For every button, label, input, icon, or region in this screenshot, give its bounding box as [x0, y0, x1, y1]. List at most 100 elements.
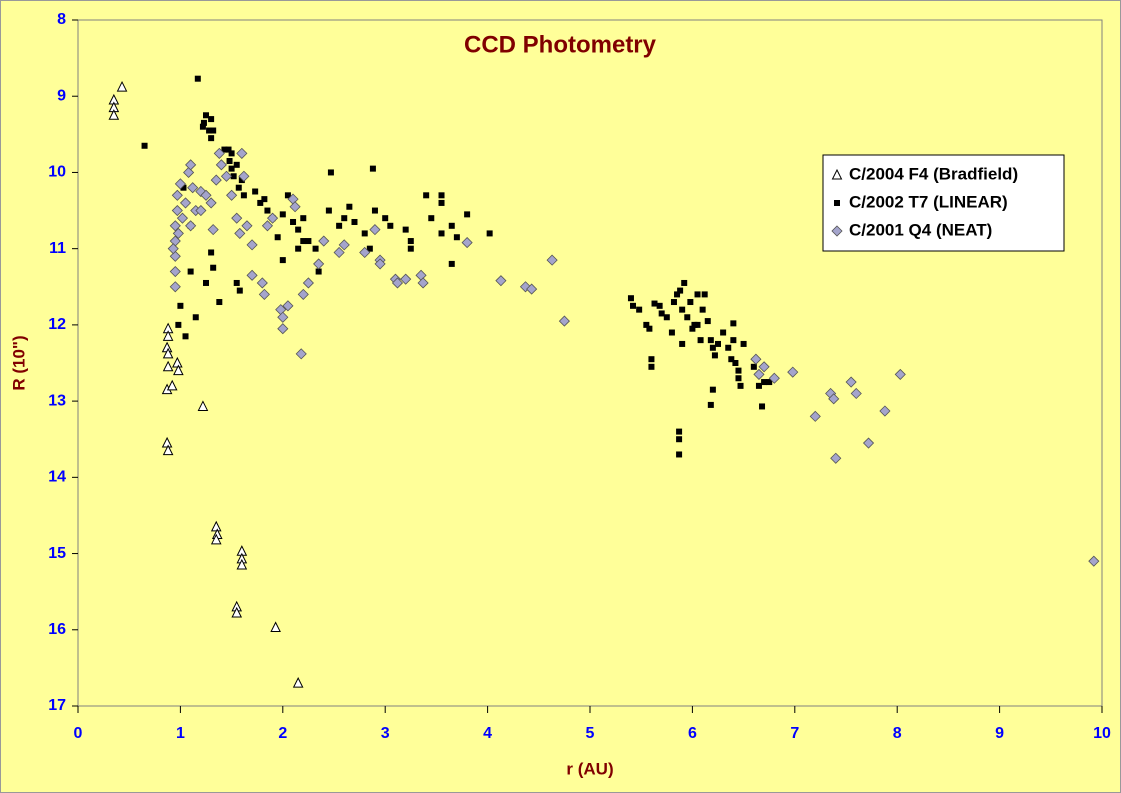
square-point: [228, 150, 235, 157]
diamond-point: [831, 225, 843, 237]
square-point: [225, 146, 232, 153]
diamond-point: [546, 254, 558, 266]
square-point: [312, 245, 319, 252]
square-point: [715, 340, 721, 347]
square-point: [740, 340, 747, 347]
y-tick-label: 15: [48, 545, 66, 562]
square-point: [730, 337, 737, 344]
square-point: [636, 306, 643, 313]
diamond-point: [220, 170, 233, 182]
square-point: [761, 379, 768, 386]
diamond-point: [176, 212, 189, 224]
square-point: [371, 207, 378, 214]
x-tick-label: 7: [790, 725, 799, 742]
square-point: [236, 287, 243, 294]
square-point: [200, 119, 207, 126]
diamond-point: [862, 437, 875, 449]
x-tick-label: 9: [995, 725, 1004, 742]
diamond-point: [169, 250, 181, 262]
diamond-point: [417, 277, 429, 289]
square-point: [646, 325, 653, 332]
square-point: [199, 123, 206, 130]
x-axis-title: r (AU): [566, 759, 613, 778]
square-point: [192, 314, 199, 321]
y-tick-label: 17: [48, 697, 66, 714]
x-tick-label: 10: [1093, 725, 1111, 742]
diamond-point: [333, 246, 345, 259]
diamond-point: [210, 174, 222, 186]
triangle-point: [210, 533, 222, 545]
diamond-point: [258, 288, 270, 300]
y-tick-label: 11: [49, 240, 66, 257]
diamond-point: [234, 227, 246, 239]
square-point: [670, 299, 677, 306]
y-tick-label: 8: [57, 11, 66, 28]
y-tick-label: 9: [57, 87, 66, 104]
x-tick-label: 3: [381, 725, 390, 742]
square-point: [755, 382, 762, 389]
y-tick-label: 10: [48, 164, 66, 181]
square-point: [697, 337, 704, 344]
diamond-point: [169, 281, 181, 293]
square-point: [325, 207, 332, 214]
square-point: [689, 325, 696, 332]
y-tick-label: 16: [48, 621, 66, 638]
square-point: [658, 310, 665, 317]
diamond-point: [369, 224, 381, 236]
square-point: [694, 321, 701, 328]
square-point: [759, 403, 766, 410]
diamond-point: [167, 243, 179, 255]
legend-label: C/2001 Q4 (NEAT): [849, 220, 992, 239]
triangle-point: [162, 330, 174, 341]
square-point: [351, 218, 358, 225]
diamond-point: [246, 269, 258, 281]
triangle-point: [231, 606, 243, 618]
diamond-point: [277, 311, 289, 323]
square-point: [707, 401, 714, 408]
square-point: [464, 211, 471, 218]
diamond-point: [236, 147, 248, 159]
diamond-point: [830, 452, 842, 464]
square-point: [679, 340, 686, 347]
diamond-point: [207, 224, 219, 236]
square-point: [651, 300, 658, 307]
diamond-point: [1088, 555, 1100, 567]
diamond-point: [183, 166, 195, 179]
legend-label: C/2002 T7 (LINEAR): [849, 192, 1008, 211]
x-tick-label: 6: [688, 725, 697, 742]
square-point: [735, 367, 742, 374]
y-tick-label: 13: [48, 392, 66, 409]
square-point: [194, 75, 201, 82]
x-tick-label: 2: [278, 725, 287, 742]
diamond-point: [195, 204, 207, 217]
diamond-point: [391, 277, 404, 289]
square-point: [663, 314, 670, 321]
diamond-point: [302, 277, 314, 289]
square-point: [182, 333, 189, 340]
diamond-point: [187, 182, 199, 194]
square-point: [208, 135, 215, 142]
square-point: [687, 299, 694, 306]
square-point: [448, 260, 455, 267]
diamond-point: [185, 159, 197, 171]
triangle-point: [166, 379, 178, 391]
diamond-point: [297, 288, 309, 300]
square-point: [206, 127, 213, 134]
diamond-point: [231, 212, 243, 224]
square-point: [643, 321, 650, 328]
triangle-point: [116, 80, 128, 92]
square-point: [681, 279, 688, 286]
diamond-point: [185, 220, 197, 232]
square-point: [305, 238, 312, 245]
diamond-point: [758, 361, 770, 373]
square-point: [707, 337, 714, 344]
diamond-point: [241, 220, 253, 232]
diamond-point: [205, 197, 217, 209]
diamond-point: [558, 315, 570, 327]
diamond-point: [295, 348, 307, 360]
diamond-point: [845, 376, 857, 388]
diamond-point: [226, 189, 238, 201]
square-point: [423, 192, 430, 199]
square-point: [453, 234, 460, 241]
triangle-point: [162, 444, 174, 456]
